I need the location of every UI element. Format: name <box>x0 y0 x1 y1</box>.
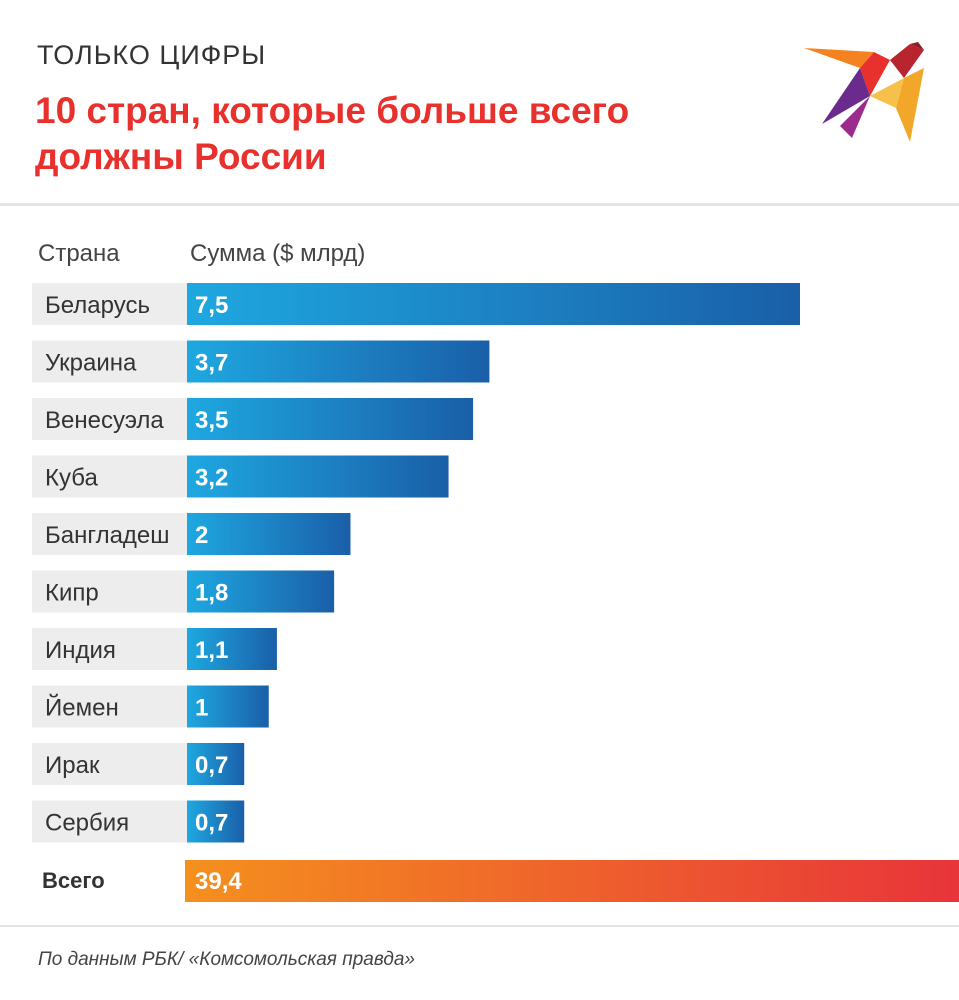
country-label: Кипр <box>45 580 99 607</box>
swallow-bird-icon <box>804 42 924 142</box>
column-header-country: Страна <box>38 240 120 267</box>
total-label: Всего <box>42 868 105 893</box>
bar-value-label: 2 <box>195 522 208 549</box>
country-label-bg <box>32 743 187 785</box>
kicker: ТОЛЬКО ЦИФРЫ <box>37 40 267 70</box>
country-label-bg <box>32 685 187 728</box>
header-divider <box>0 203 959 206</box>
country-label: Беларусь <box>45 292 150 319</box>
country-label: Ирак <box>45 752 100 779</box>
country-label-bg <box>32 628 187 670</box>
bar <box>187 340 490 383</box>
bar <box>187 628 277 670</box>
bar <box>187 455 449 498</box>
bar-value-label: 0,7 <box>195 752 228 779</box>
country-label-bg <box>32 283 187 325</box>
total-bar <box>185 860 959 902</box>
country-label-bg <box>32 513 187 555</box>
bar <box>187 513 351 555</box>
country-label: Украина <box>45 350 137 377</box>
bar <box>187 800 245 843</box>
bar-value-label: 3,7 <box>195 350 228 377</box>
footer-divider <box>0 925 959 927</box>
bar-value-label: 3,5 <box>195 407 228 434</box>
bar <box>187 743 245 785</box>
country-label-bg <box>32 570 187 613</box>
bar-value-label: 1 <box>195 695 208 722</box>
total-value-label: 39,4 <box>195 868 242 895</box>
bar-value-label: 0,7 <box>195 810 228 837</box>
bar <box>187 570 335 613</box>
country-label-bg <box>32 340 187 383</box>
country-label-bg <box>32 398 187 440</box>
country-label: Сербия <box>45 810 129 837</box>
bar <box>187 283 800 325</box>
column-header-sum: Сумма ($ млрд) <box>190 240 366 267</box>
country-label: Венесуэла <box>45 407 164 434</box>
bar-value-label: 7,5 <box>195 292 228 319</box>
chart-title: 10 стран, которые больше всего должны Ро… <box>35 90 630 177</box>
country-label-bg <box>32 455 187 498</box>
country-label: Бангладеш <box>45 522 170 549</box>
bar-value-label: 1,8 <box>195 580 228 607</box>
country-label-bg <box>32 800 187 843</box>
source-note: По данным РБК/ «Комсомольская правда» <box>38 949 415 970</box>
bar <box>187 685 269 728</box>
country-label: Йемен <box>45 694 119 722</box>
bar-value-label: 3,2 <box>195 465 228 492</box>
country-label: Куба <box>45 465 98 492</box>
bar <box>187 398 474 440</box>
bar-value-label: 1,1 <box>195 637 228 664</box>
country-label: Индия <box>45 637 116 664</box>
